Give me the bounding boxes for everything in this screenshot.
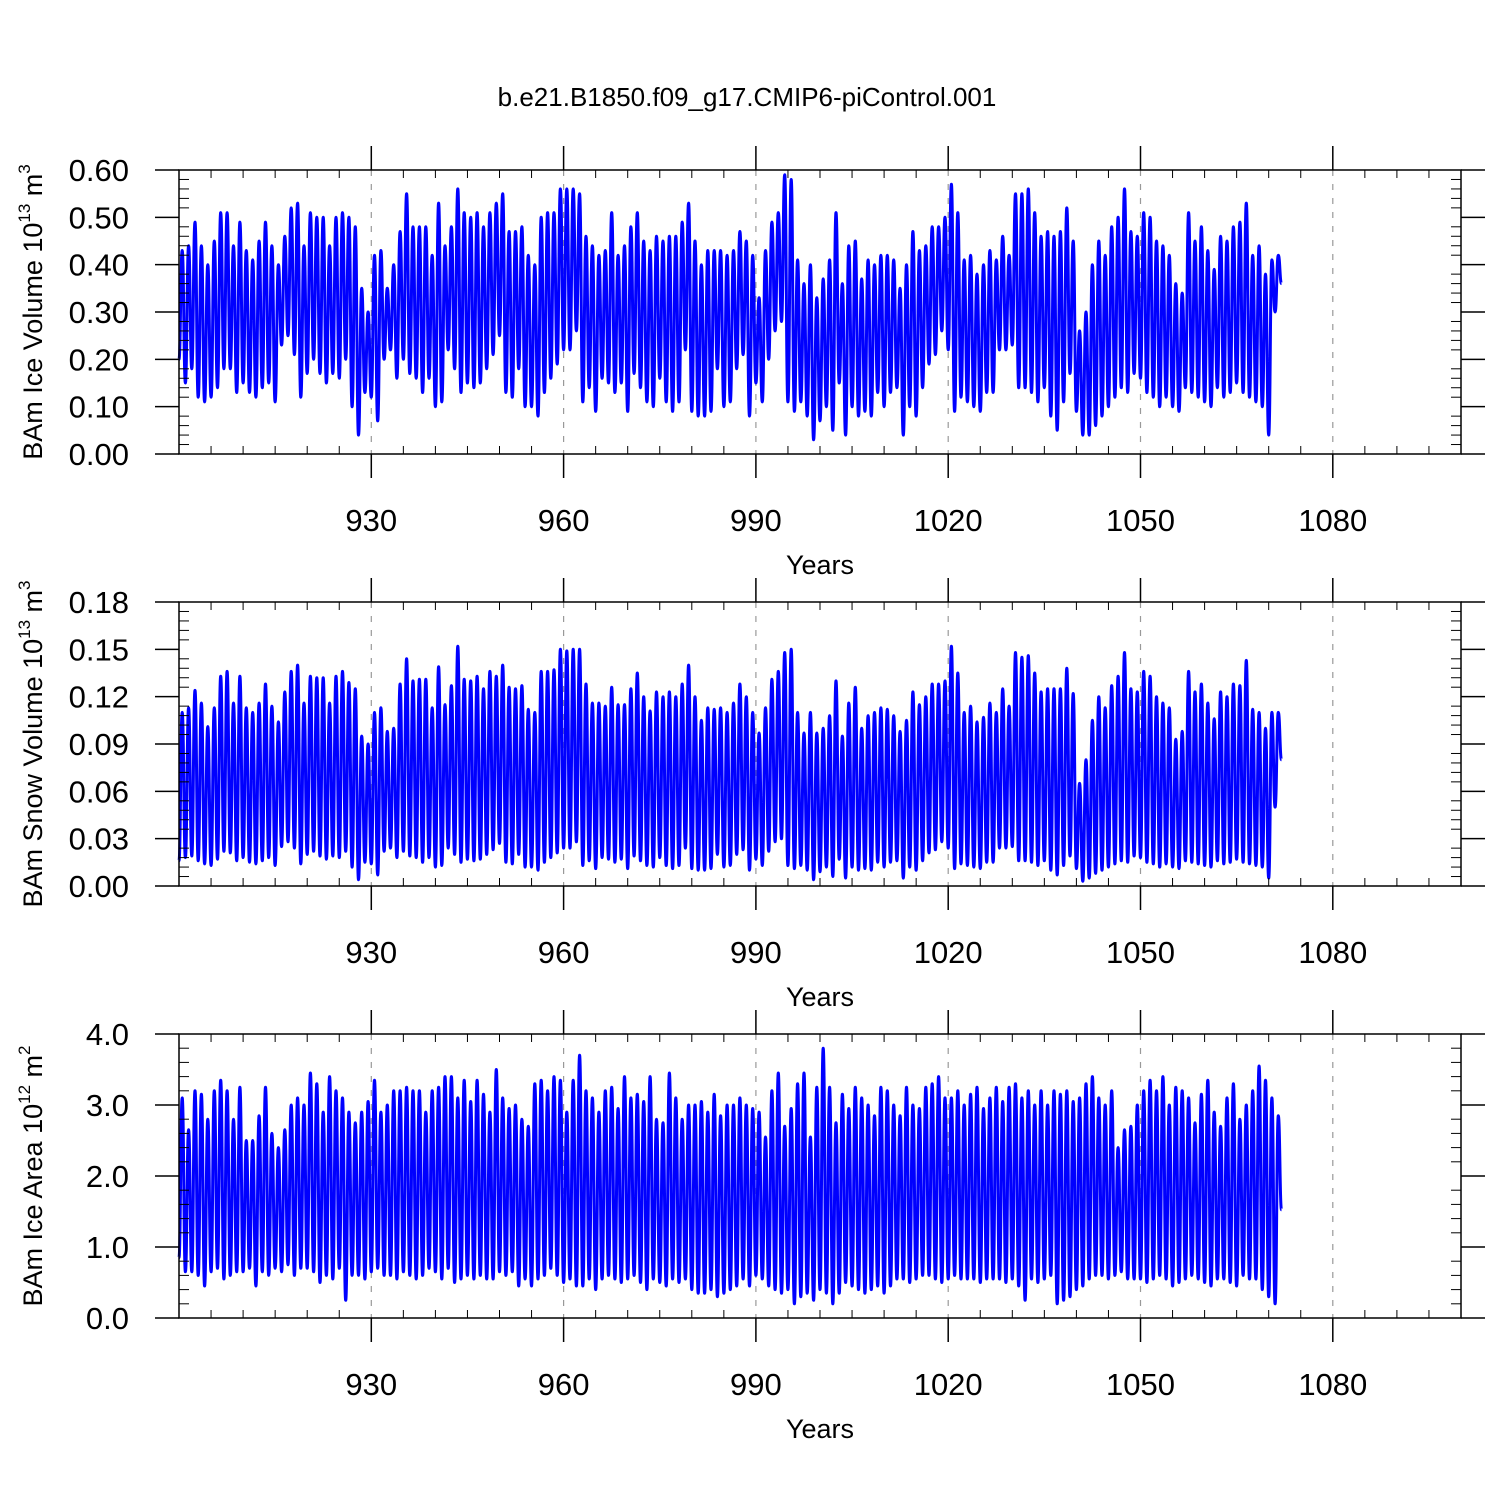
- y-tick-label: 0.03: [69, 822, 129, 857]
- y-axis-title-part: m: [18, 1055, 48, 1085]
- y-axis-title-superscript: 13: [15, 204, 34, 223]
- y-axis-title: BAm Ice Area 1012 m2: [15, 1046, 48, 1307]
- x-tick-label: 990: [730, 1367, 782, 1402]
- x-tick-label: 1020: [914, 935, 983, 970]
- series-line: [177, 644, 1283, 883]
- x-tick-label: 1020: [914, 1367, 983, 1402]
- panel-3: 930 960 990 1020 1050 1080 0.0 1.0 2.0 3.0 4.0 Year…: [15, 1010, 1485, 1444]
- x-tick-label: 930: [345, 503, 397, 538]
- panels: 930 960 990 1020 1050 1080 0.00 0.10 0.20 0.30 0.4…: [15, 146, 1485, 1444]
- x-tick-label: 930: [345, 1367, 397, 1402]
- figure-title: b.e21.B1850.f09_g17.CMIP6-piControl.001: [498, 82, 997, 112]
- y-tick-label: 4.0: [86, 1017, 129, 1052]
- y-tick-label: 0.15: [69, 632, 129, 667]
- y-tick-label: 1.0: [86, 1230, 129, 1265]
- x-tick-label: 990: [730, 935, 782, 970]
- x-tick-label: 930: [345, 935, 397, 970]
- y-tick-label: 0.09: [69, 727, 129, 762]
- y-axis-title-superscript: 3: [15, 580, 34, 589]
- y-tick-label: 0.00: [69, 869, 129, 904]
- x-tick-label: 1050: [1106, 503, 1175, 538]
- x-tick-label: 1080: [1298, 935, 1367, 970]
- y-axis-title-part: m: [18, 590, 48, 620]
- y-tick-label: 0.18: [69, 585, 129, 620]
- y-tick-label: 0.00: [69, 437, 129, 472]
- series-line: [177, 1046, 1283, 1306]
- y-tick-label: 0.12: [69, 680, 129, 715]
- x-tick-label: 960: [538, 1367, 590, 1402]
- y-axis-title-superscript: 3: [15, 164, 34, 173]
- y-tick-label: 0.50: [69, 200, 129, 235]
- y-tick-label: 0.06: [69, 774, 129, 809]
- y-axis-title-superscript: 12: [15, 1085, 34, 1104]
- y-tick-label: 0.60: [69, 153, 129, 188]
- y-tick-label: 3.0: [86, 1088, 129, 1123]
- y-axis-title-part: BAm Snow Volume 10: [18, 639, 48, 908]
- series-line: [177, 173, 1283, 442]
- y-tick-label: 0.30: [69, 295, 129, 330]
- y-axis-title: BAm Ice Volume 1013 m3: [15, 164, 48, 460]
- y-axis-title-part: BAm Ice Volume 10: [18, 223, 48, 460]
- y-axis-title-superscript: 2: [15, 1046, 34, 1055]
- x-axis-title: Years: [786, 982, 854, 1012]
- y-axis-title-superscript: 13: [15, 620, 34, 639]
- panel-1: 930 960 990 1020 1050 1080 0.00 0.10 0.20 0.30 0.4…: [15, 146, 1485, 580]
- x-tick-label: 1050: [1106, 1367, 1175, 1402]
- y-tick-label: 0.20: [69, 342, 129, 377]
- x-tick-label: 1080: [1298, 1367, 1367, 1402]
- x-tick-label: 1080: [1298, 503, 1367, 538]
- x-tick-label: 1020: [914, 503, 983, 538]
- x-tick-label: 1050: [1106, 935, 1175, 970]
- y-tick-label: 0.0: [86, 1301, 129, 1336]
- x-tick-label: 960: [538, 935, 590, 970]
- y-axis-title: BAm Snow Volume 1013 m3: [15, 580, 48, 907]
- x-axis-title: Years: [786, 550, 854, 580]
- x-axis-title: Years: [786, 1414, 854, 1444]
- y-axis-title-part: m: [18, 174, 48, 204]
- y-tick-label: 0.40: [69, 248, 129, 283]
- y-tick-label: 2.0: [86, 1159, 129, 1194]
- x-tick-label: 960: [538, 503, 590, 538]
- y-tick-label: 0.10: [69, 390, 129, 425]
- y-axis-title-part: BAm Ice Area 10: [18, 1104, 48, 1307]
- panel-2: 930 960 990 1020 1050 1080 0.00 0.03 0.06 0.09 0.1…: [15, 578, 1485, 1012]
- x-tick-label: 990: [730, 503, 782, 538]
